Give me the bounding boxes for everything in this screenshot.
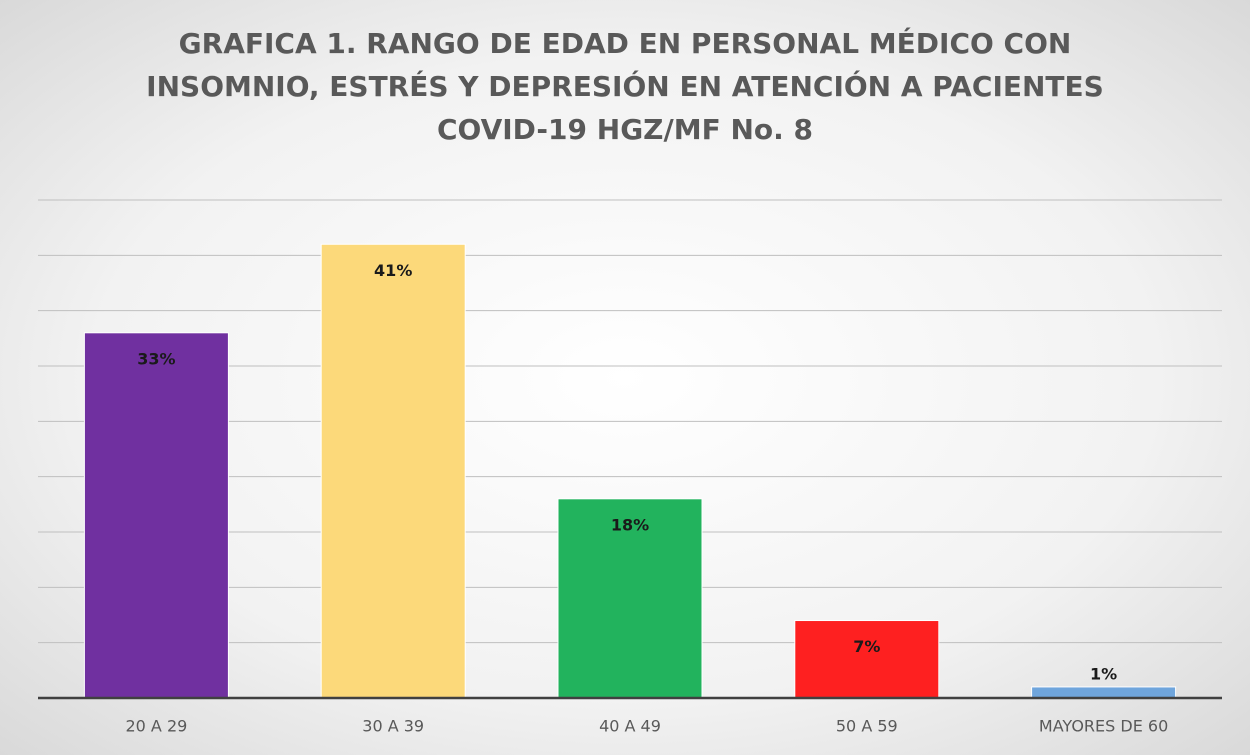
chart-title: GRAFICA 1. RANGO DE EDAD EN PERSONAL MÉD… [179, 26, 1072, 60]
x-tick-label: 30 A 39 [362, 717, 424, 736]
bar [320, 243, 466, 699]
data-label: 7% [853, 637, 880, 656]
x-tick-label: 40 A 49 [599, 717, 661, 736]
data-label: 1% [1090, 664, 1117, 683]
bar [557, 498, 703, 699]
x-tick-label: MAYORES DE 60 [1039, 717, 1168, 736]
data-label: 41% [374, 261, 412, 280]
chart-title: INSOMNIO, ESTRÉS Y DEPRESIÓN EN ATENCIÓN… [146, 69, 1104, 103]
x-tick-label: 50 A 59 [836, 717, 898, 736]
data-label: 18% [611, 515, 649, 534]
chart-title: COVID-19 HGZ/MF No. 8 [437, 113, 813, 146]
data-label: 33% [137, 349, 175, 368]
bar [83, 332, 229, 699]
bar [1031, 686, 1177, 699]
x-tick-label: 20 A 29 [125, 717, 187, 736]
bar [794, 620, 940, 699]
